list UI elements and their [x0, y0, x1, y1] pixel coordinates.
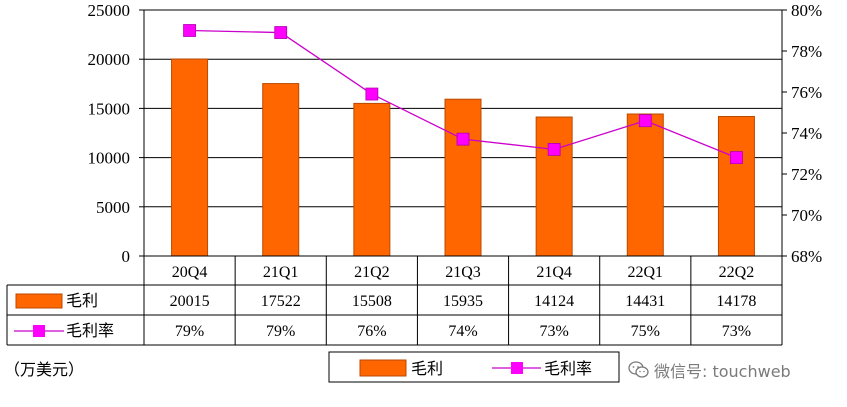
- wechat-icon: [628, 361, 649, 378]
- rate-value-label: 79%: [175, 323, 204, 340]
- category-label: 20Q4: [172, 264, 208, 281]
- category-label: 21Q2: [354, 264, 390, 281]
- right-tick-label: 72%: [791, 165, 822, 184]
- watermark: 微信号: touchweb: [628, 358, 791, 382]
- rate-marker-21Q1: [274, 26, 288, 39]
- rate-marker-22Q1: [638, 114, 652, 128]
- bar-value-label: 15508: [352, 293, 392, 310]
- bar-value-label: 14124: [534, 293, 574, 310]
- rate-marker-22Q2: [730, 151, 743, 165]
- bar-21Q2: [353, 102, 391, 257]
- left-tick-label: 25000: [88, 1, 131, 20]
- row-header-gross-profit: 毛利: [66, 291, 98, 310]
- rate-value-label: 74%: [448, 323, 477, 340]
- bar-21Q1: [262, 83, 300, 257]
- row-header-gross-margin: 毛利率: [66, 321, 114, 340]
- line-series: [183, 24, 743, 165]
- table-key-marker: [33, 325, 45, 337]
- left-tick-label: 10000: [88, 149, 131, 168]
- watermark-text: 微信号: touchweb: [654, 362, 791, 381]
- legend-key-bar: [359, 359, 407, 377]
- left-tick-label: 5000: [96, 198, 130, 217]
- right-tick-label: 78%: [791, 42, 822, 61]
- bar-value-label: 14178: [716, 293, 756, 310]
- rate-marker-21Q2: [365, 87, 379, 101]
- bar-value-label: 15935: [443, 293, 483, 310]
- bar-21Q4: [535, 116, 573, 257]
- category-label: 22Q1: [628, 264, 664, 281]
- unit-label: （万美元）: [4, 360, 85, 379]
- category-label: 21Q3: [445, 264, 481, 281]
- category-label: 21Q1: [263, 264, 299, 281]
- rate-value-label: 73%: [539, 323, 568, 340]
- rate-value-label: 76%: [357, 323, 386, 340]
- table-key-bar: [15, 293, 63, 309]
- bar-value-label: 20015: [170, 293, 210, 310]
- bar-value-label: 17522: [261, 293, 301, 310]
- legend-key-marker: [511, 362, 523, 374]
- right-tick-label: 74%: [791, 124, 822, 143]
- bar-22Q2: [717, 115, 755, 257]
- right-tick-label: 68%: [791, 247, 822, 266]
- rate-marker-20Q4: [183, 24, 196, 37]
- data-table: 20Q4 21Q1 21Q2 21Q3 21Q4 22Q1 22Q2 20015 17522 15…: [6, 255, 783, 346]
- legend: 毛利 毛利率: [328, 351, 620, 383]
- right-axis-ticks: 68% 70% 72% 74% 76% 78% 80%: [782, 1, 822, 266]
- left-tick-label: 0: [122, 247, 131, 266]
- rate-marker-21Q4: [547, 142, 561, 156]
- left-tick-label: 15000: [88, 99, 131, 118]
- rate-value-label: 73%: [722, 323, 751, 340]
- rate-marker-21Q3: [456, 132, 470, 146]
- right-tick-label: 76%: [791, 83, 822, 102]
- left-axis-ticks: 0 5000 10000 15000 20000 25000: [88, 1, 144, 266]
- bar-series: [171, 58, 755, 257]
- category-label: 22Q2: [719, 264, 755, 281]
- rate-value-label: 75%: [631, 323, 660, 340]
- bar-20Q4: [171, 58, 209, 257]
- legend-label-gross-profit: 毛利: [411, 359, 443, 378]
- legend-label-gross-margin: 毛利率: [544, 359, 592, 378]
- rate-value-label: 79%: [266, 323, 295, 340]
- right-tick-label: 80%: [791, 1, 822, 20]
- bar-21Q3: [444, 98, 482, 257]
- right-tick-label: 70%: [791, 206, 822, 225]
- category-label: 21Q4: [536, 264, 572, 281]
- bar-value-label: 14431: [625, 293, 665, 310]
- bar-22Q1: [626, 113, 664, 257]
- left-tick-label: 20000: [88, 50, 131, 69]
